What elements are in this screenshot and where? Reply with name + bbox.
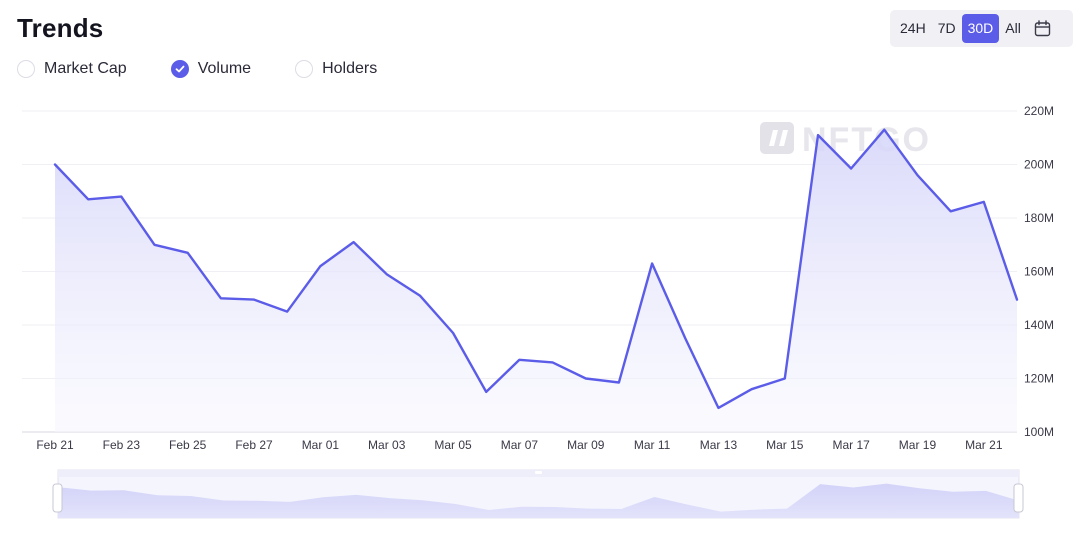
x-tick-label: Mar 03 xyxy=(368,438,406,452)
x-tick-label: Mar 13 xyxy=(700,438,738,452)
y-tick-label: 200M xyxy=(1024,158,1054,172)
x-tick-label: Feb 25 xyxy=(169,438,207,452)
metric-toggle-holders[interactable]: Holders xyxy=(295,60,377,78)
x-tick-label: Mar 05 xyxy=(434,438,472,452)
x-tick-label: Feb 21 xyxy=(36,438,74,452)
x-tick-label: Mar 09 xyxy=(567,438,605,452)
navigator-drag-handle[interactable] xyxy=(535,471,542,474)
metric-label: Market Cap xyxy=(44,60,127,77)
x-axis-ticks: Feb 21 Feb 23 Feb 25 Feb 27 Mar 01 Mar 03 Mar … xyxy=(36,438,1003,452)
metric-toggles: Market Cap Volume Holders xyxy=(17,60,377,78)
checkmark-icon[interactable] xyxy=(170,60,189,78)
range-all-button[interactable]: All xyxy=(1005,20,1021,36)
x-tick-label: Mar 21 xyxy=(965,438,1003,452)
radio-unchecked-icon[interactable] xyxy=(295,60,314,78)
range-24h-button[interactable]: 24H xyxy=(900,20,926,36)
x-tick-label: Mar 11 xyxy=(634,438,671,452)
navigator-area xyxy=(58,483,1019,518)
y-tick-label: 120M xyxy=(1024,372,1054,386)
y-tick-label: 160M xyxy=(1024,265,1054,279)
calendar-icon[interactable] xyxy=(1033,19,1053,39)
range-30d-button[interactable]: 30D xyxy=(961,14,1000,43)
y-tick-label: 220M xyxy=(1024,104,1054,118)
chart-navigator[interactable] xyxy=(52,469,1024,519)
x-tick-label: Mar 01 xyxy=(302,438,340,452)
nftgo-logo: NFTGO xyxy=(760,121,929,159)
x-tick-label: Mar 17 xyxy=(832,438,870,452)
x-tick-label: Feb 27 xyxy=(235,438,273,452)
x-tick-label: Mar 19 xyxy=(899,438,937,452)
y-tick-label: 140M xyxy=(1024,318,1054,332)
y-axis-ticks: 220M 200M 180M 160M 140M 120M 100M xyxy=(1024,104,1054,439)
x-tick-label: Feb 23 xyxy=(103,438,141,452)
metric-toggle-market-cap[interactable]: Market Cap xyxy=(17,60,127,78)
navigator-left-handle[interactable] xyxy=(52,483,63,513)
y-tick-label: 180M xyxy=(1024,211,1054,225)
x-tick-label: Mar 07 xyxy=(501,438,539,452)
volume-area-fill xyxy=(55,129,1017,432)
metric-toggle-volume[interactable]: Volume xyxy=(170,60,252,78)
volume-series-line xyxy=(53,128,1019,410)
y-tick-label: 100M xyxy=(1024,425,1054,439)
metric-label: Holders xyxy=(322,60,378,77)
navigator-selection[interactable] xyxy=(58,477,1019,518)
radio-unchecked-icon[interactable] xyxy=(17,60,35,78)
x-tick-label: Mar 15 xyxy=(766,438,804,452)
metric-label: Volume xyxy=(197,60,252,77)
time-range-selector: 24H 7D 30D All xyxy=(890,10,1073,47)
navigator-right-handle[interactable] xyxy=(1013,483,1024,513)
range-7d-button[interactable]: 7D xyxy=(937,20,956,36)
page-title: Trends xyxy=(17,13,104,43)
